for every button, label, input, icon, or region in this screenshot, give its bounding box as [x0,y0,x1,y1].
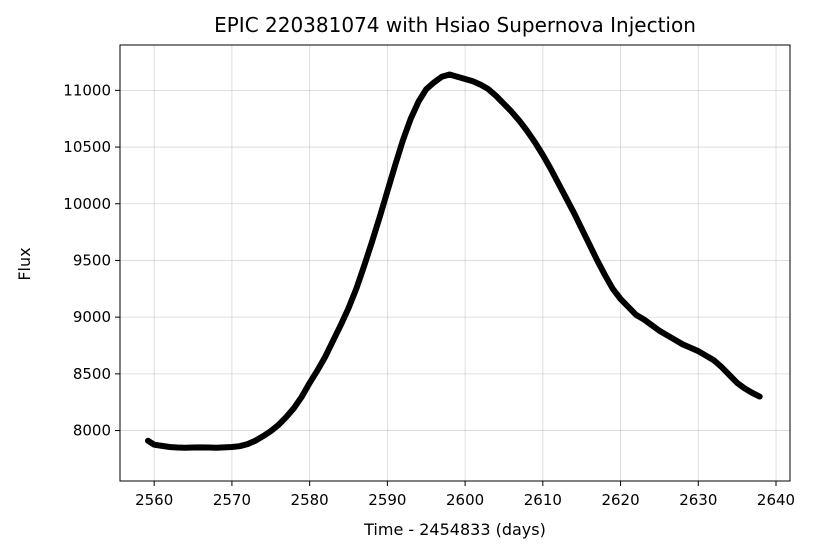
x-tick-label: 2580 [291,491,329,509]
x-tick-label: 2570 [213,491,251,509]
y-tick-label: 10000 [63,195,111,213]
y-tick-label: 11000 [63,81,111,99]
y-tick-label: 8500 [73,365,111,383]
x-tick-label: 2620 [601,491,639,509]
x-tick-label: 2590 [368,491,406,509]
series-layer [144,71,763,451]
y-axis-label: Flux [15,247,34,280]
x-tick-label: 2610 [524,491,562,509]
x-tick-label: 2640 [757,491,795,509]
x-tick-label: 2560 [135,491,173,509]
y-tick-label: 9000 [73,308,111,326]
chart-title: EPIC 220381074 with Hsiao Supernova Inje… [214,13,696,37]
grid [120,45,790,481]
flux-series-line [144,71,763,451]
y-tick-label: 8000 [73,422,111,440]
y-tick-label: 9500 [73,251,111,269]
y-axis: 8000 8500 9000 9500 10000 10500 11000 [63,81,120,440]
x-tick-label: 2630 [679,491,717,509]
x-axis-label: Time - 2454833 (days) [363,520,546,539]
x-axis: 2560 2570 2580 2590 2600 2610 2620 2630 2640 [135,481,795,509]
x-tick-label: 2600 [446,491,484,509]
plot-frame [119,44,791,482]
y-tick-label: 10500 [63,138,111,156]
